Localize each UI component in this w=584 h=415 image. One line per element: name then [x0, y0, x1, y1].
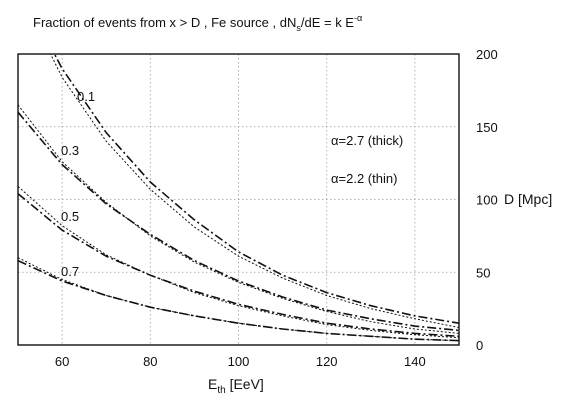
y-tick-labels: 0 50 100 150 200	[476, 47, 498, 353]
x-tick-label-140: 140	[404, 354, 426, 369]
x-tick-label-120: 120	[316, 354, 338, 369]
curve-label-0.1: 0.1	[77, 89, 95, 104]
series-line-frac-0.3-alpha-2.7	[18, 111, 459, 332]
curve-label-0.7: 0.7	[61, 264, 79, 279]
y-tick-label-200: 200	[476, 47, 498, 62]
series-line-frac-0.7-alpha-2.7	[18, 259, 459, 342]
y-tick-label-100: 100	[476, 193, 498, 208]
x-tick-label-80: 80	[143, 354, 157, 369]
y-axis-label: D [Mpc]	[504, 191, 552, 207]
x-tick-label-60: 60	[55, 354, 69, 369]
series-line-frac-0.5-alpha-2.7	[18, 193, 459, 338]
curve-label-0.3: 0.3	[61, 143, 79, 158]
series-line-frac-0.1-alpha-2.7	[53, 54, 459, 324]
curves	[18, 54, 459, 342]
grid	[18, 54, 459, 345]
x-axis-label: Eth [EeV]	[208, 376, 264, 396]
curve-label-0.5: 0.5	[61, 209, 79, 224]
x-tick-label-100: 100	[228, 354, 250, 369]
series-line-frac-0.3-alpha-2.2	[18, 104, 459, 334]
y-tick-label-150: 150	[476, 120, 498, 135]
y-tick-label-50: 50	[476, 265, 490, 280]
y-tick-label-0: 0	[476, 338, 483, 353]
series-line-frac-0.1-alpha-2.2	[49, 54, 459, 328]
x-tick-labels: 60 80 100 120 140	[55, 354, 426, 369]
annotation-alpha-thin: α=2.2 (thin)	[331, 171, 397, 186]
series-line-frac-0.7-alpha-2.2	[18, 257, 459, 342]
annotation-alpha-thick: α=2.7 (thick)	[331, 133, 403, 148]
series-line-frac-0.5-alpha-2.2	[18, 186, 459, 339]
chart-title: Fraction of events from x > D , Fe sourc…	[33, 13, 362, 33]
plot-frame	[17, 53, 460, 346]
